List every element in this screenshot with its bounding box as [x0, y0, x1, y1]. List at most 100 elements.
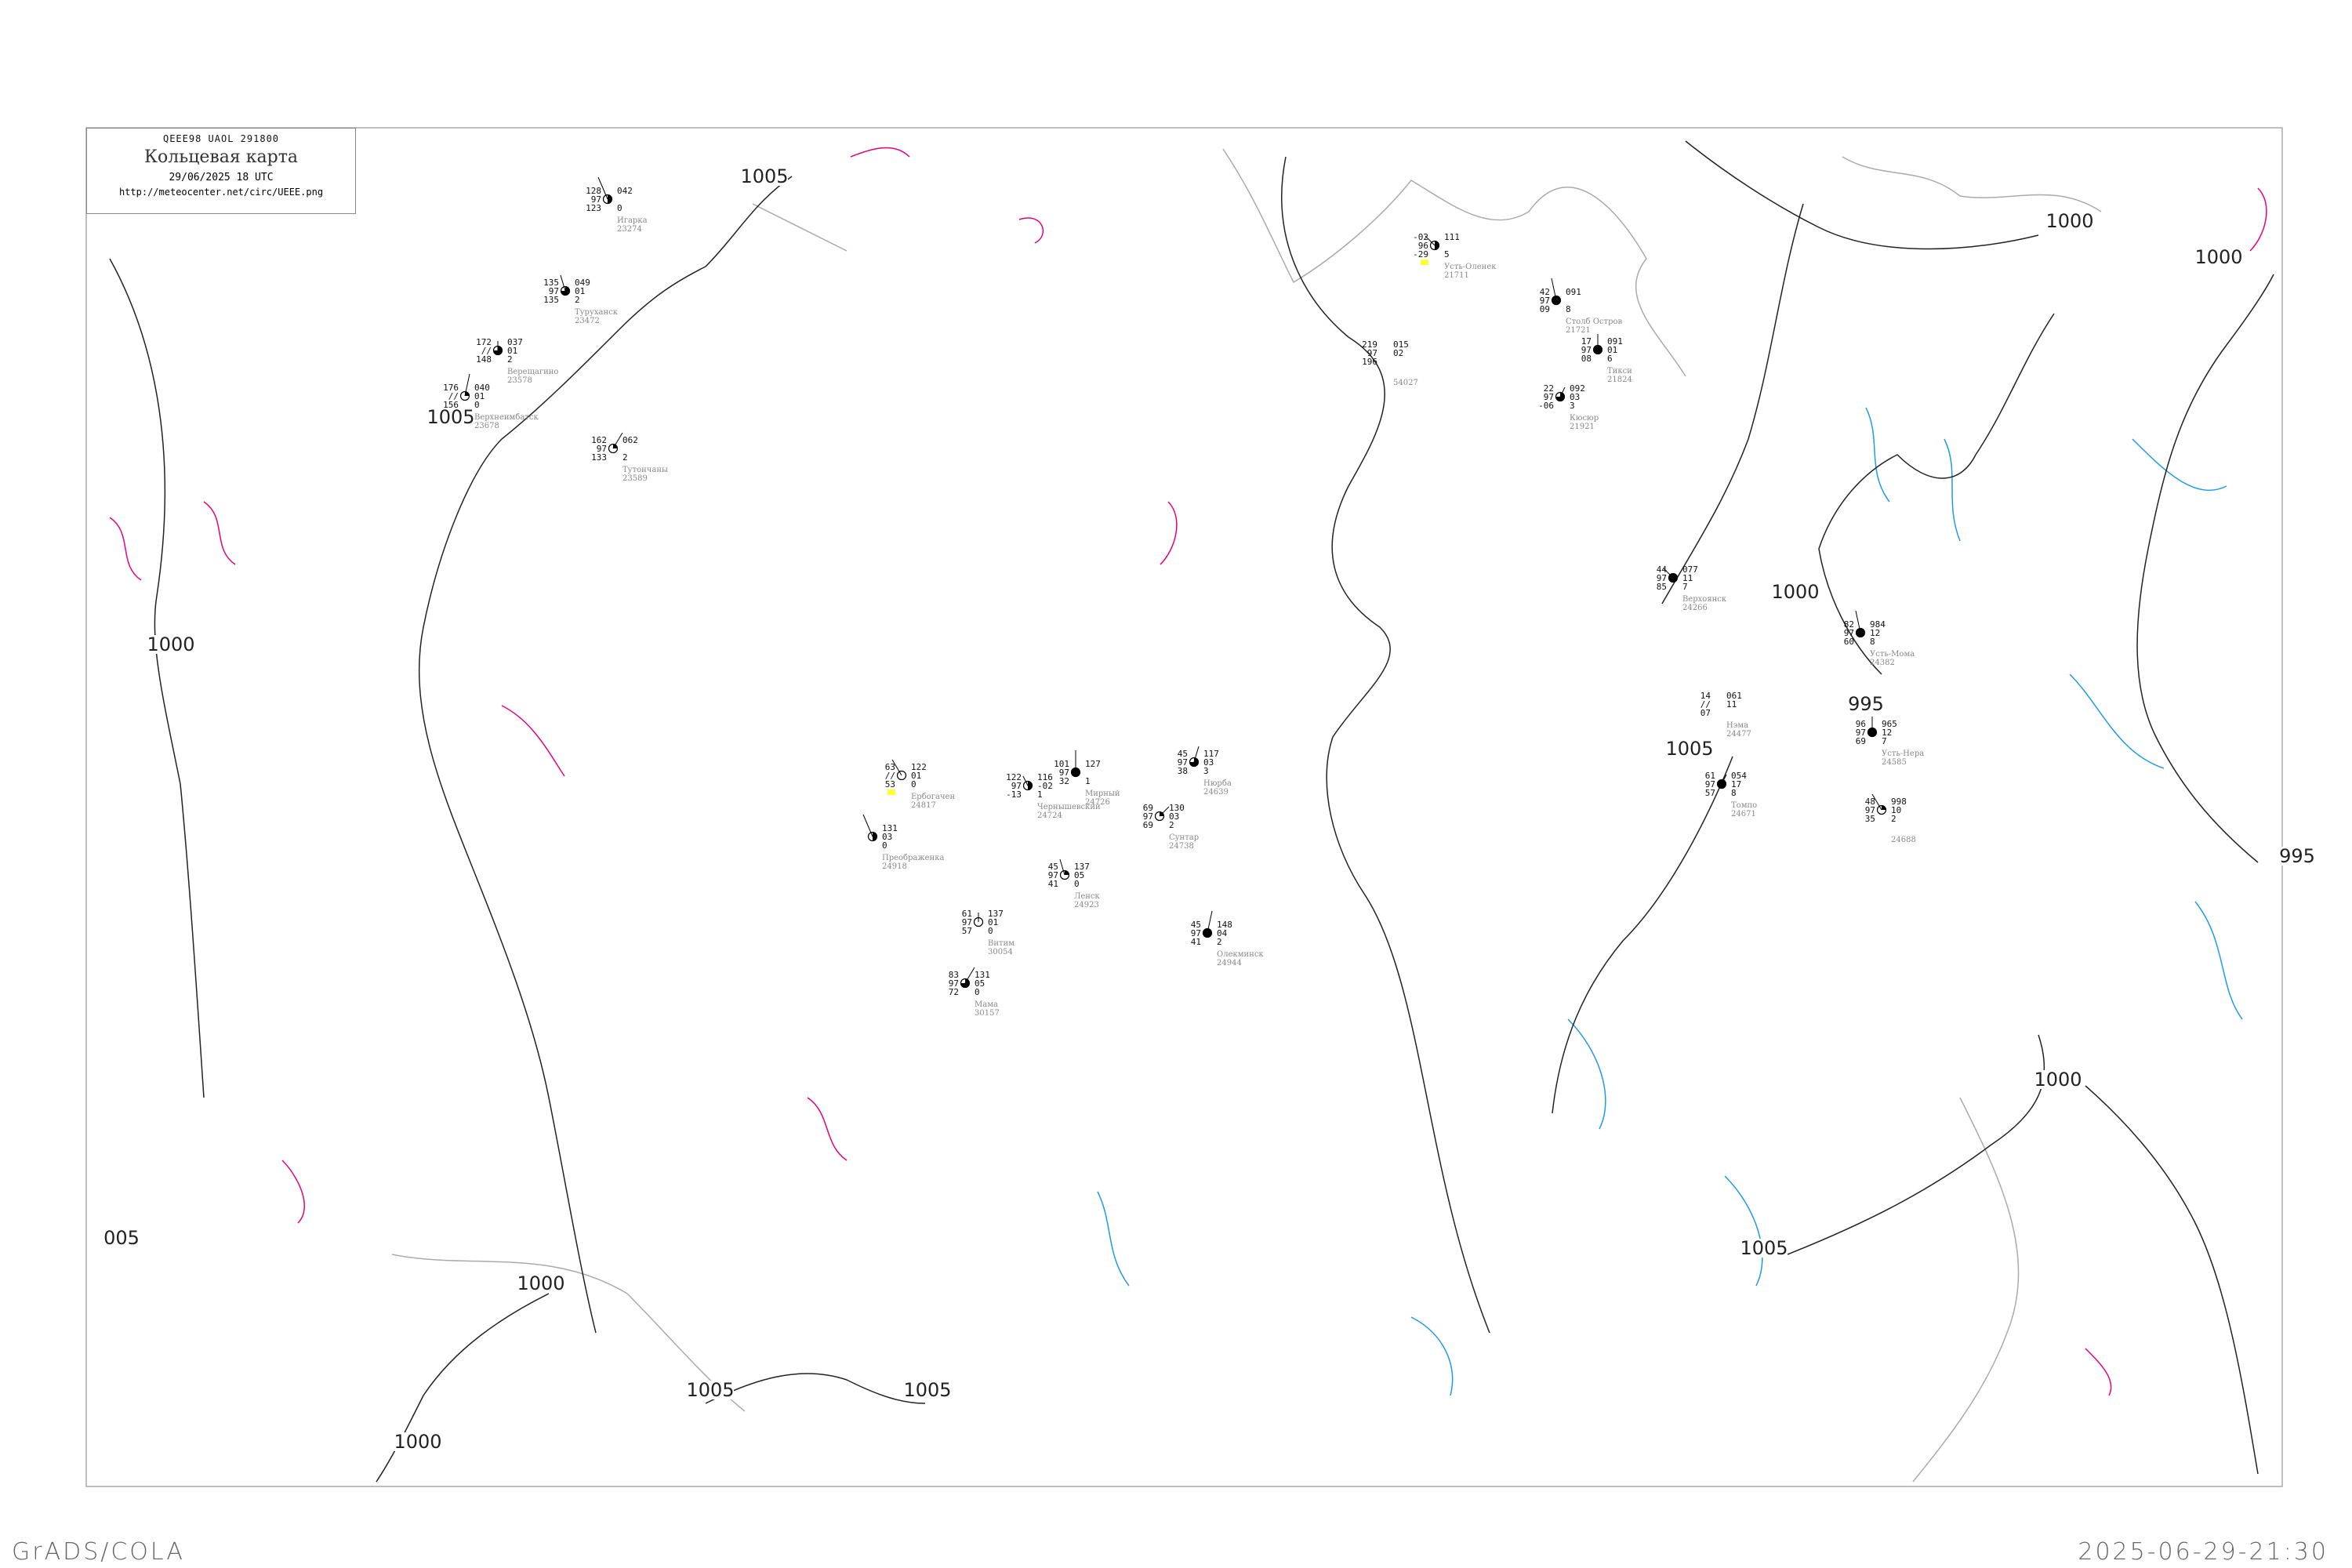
station-name: Туруханск — [575, 308, 619, 317]
wind-barb-icon — [1059, 858, 1065, 876]
low-cloud: 0 — [975, 987, 980, 997]
station-id: 24585 — [1882, 758, 1907, 767]
station-id: 21711 — [1444, 271, 1469, 280]
air-temperature: 61 — [1705, 771, 1715, 781]
dew-point: 07 — [1700, 708, 1711, 718]
pressure-tendency: 02 — [1393, 348, 1403, 358]
dew-point: 57 — [962, 926, 972, 936]
low-cloud: 7 — [1882, 736, 1887, 746]
low-cloud: 2 — [1169, 820, 1174, 830]
pressure-tendency: 01 — [575, 286, 585, 296]
pressure: 091 — [1566, 287, 1581, 297]
dew-point: 53 — [885, 779, 895, 789]
air-temperature: 135 — [543, 278, 559, 288]
air-temperature: 45 — [1191, 920, 1201, 930]
low-cloud: 0 — [988, 926, 993, 936]
pressure-tendency: 03 — [1169, 811, 1179, 822]
station-id: 24688 — [1891, 836, 1916, 844]
station-id: 21721 — [1566, 326, 1591, 335]
cloud-cover-fill — [1435, 241, 1439, 250]
dew-point: 60 — [1844, 637, 1854, 647]
station-name: Томпо — [1731, 801, 1757, 810]
air-temperature: 101 — [1054, 759, 1069, 769]
visibility: 97 — [1011, 781, 1022, 791]
visibility: // — [1700, 699, 1711, 710]
station-name: Тутончаны — [622, 466, 668, 474]
station-id: 21921 — [1570, 423, 1595, 431]
pressure: 998 — [1891, 797, 1907, 807]
station-id: 24944 — [1217, 959, 1242, 967]
pressure: 131 — [975, 970, 990, 980]
pressure: 054 — [1731, 771, 1747, 781]
visibility: // — [448, 391, 459, 401]
cloud-cover-fill — [1028, 781, 1033, 790]
dew-point: 32 — [1059, 776, 1069, 786]
isobar-label: 1000 — [2194, 246, 2242, 268]
wind-barb-icon — [1551, 278, 1557, 301]
station-id: 24923 — [1074, 901, 1099, 909]
pressure: 984 — [1870, 619, 1886, 630]
air-temperature: 83 — [949, 970, 959, 980]
dew-point: -29 — [1413, 249, 1428, 260]
dew-point: -13 — [1006, 789, 1022, 800]
low-cloud: 2 — [507, 354, 513, 365]
dew-point: 69 — [1143, 820, 1153, 830]
isobar-label: 995 — [2279, 845, 2315, 867]
pressure-tendency: 11 — [1726, 699, 1737, 710]
low-cloud: 0 — [911, 779, 916, 789]
pressure: 117 — [1203, 749, 1219, 759]
station-id: 24724 — [1037, 811, 1062, 820]
dew-point: 69 — [1856, 736, 1866, 746]
pressure-tendency: 03 — [1570, 392, 1580, 402]
air-temperature: 122 — [1006, 772, 1022, 782]
precip-marker — [1421, 260, 1428, 265]
isobar-label: 1005 — [903, 1379, 951, 1401]
visibility: 97 — [597, 444, 607, 454]
wind-barb-icon — [964, 967, 975, 984]
air-temperature: 176 — [443, 383, 459, 393]
station-name: Усть-Оленек — [1444, 263, 1497, 271]
station-name: Верхоянск — [1682, 595, 1727, 604]
air-temperature: 17 — [1581, 336, 1592, 347]
pressure: 037 — [507, 337, 523, 347]
air-temperature: 61 — [962, 909, 972, 919]
station-id: 23578 — [507, 376, 532, 385]
station-name: Столб Остров — [1566, 318, 1623, 326]
air-temperature: 172 — [476, 337, 492, 347]
cloud-cover-fill — [608, 194, 612, 204]
pressure: 062 — [622, 435, 638, 445]
pressure-tendency: 03 — [882, 832, 892, 842]
pressure-tendency: 03 — [1203, 757, 1214, 768]
pressure: 092 — [1570, 383, 1585, 394]
map-datetime: 29/06/2025 18 UTC — [169, 172, 274, 183]
isobar-label: 995 — [1848, 693, 1884, 715]
station-name: Нюрба — [1203, 779, 1232, 788]
